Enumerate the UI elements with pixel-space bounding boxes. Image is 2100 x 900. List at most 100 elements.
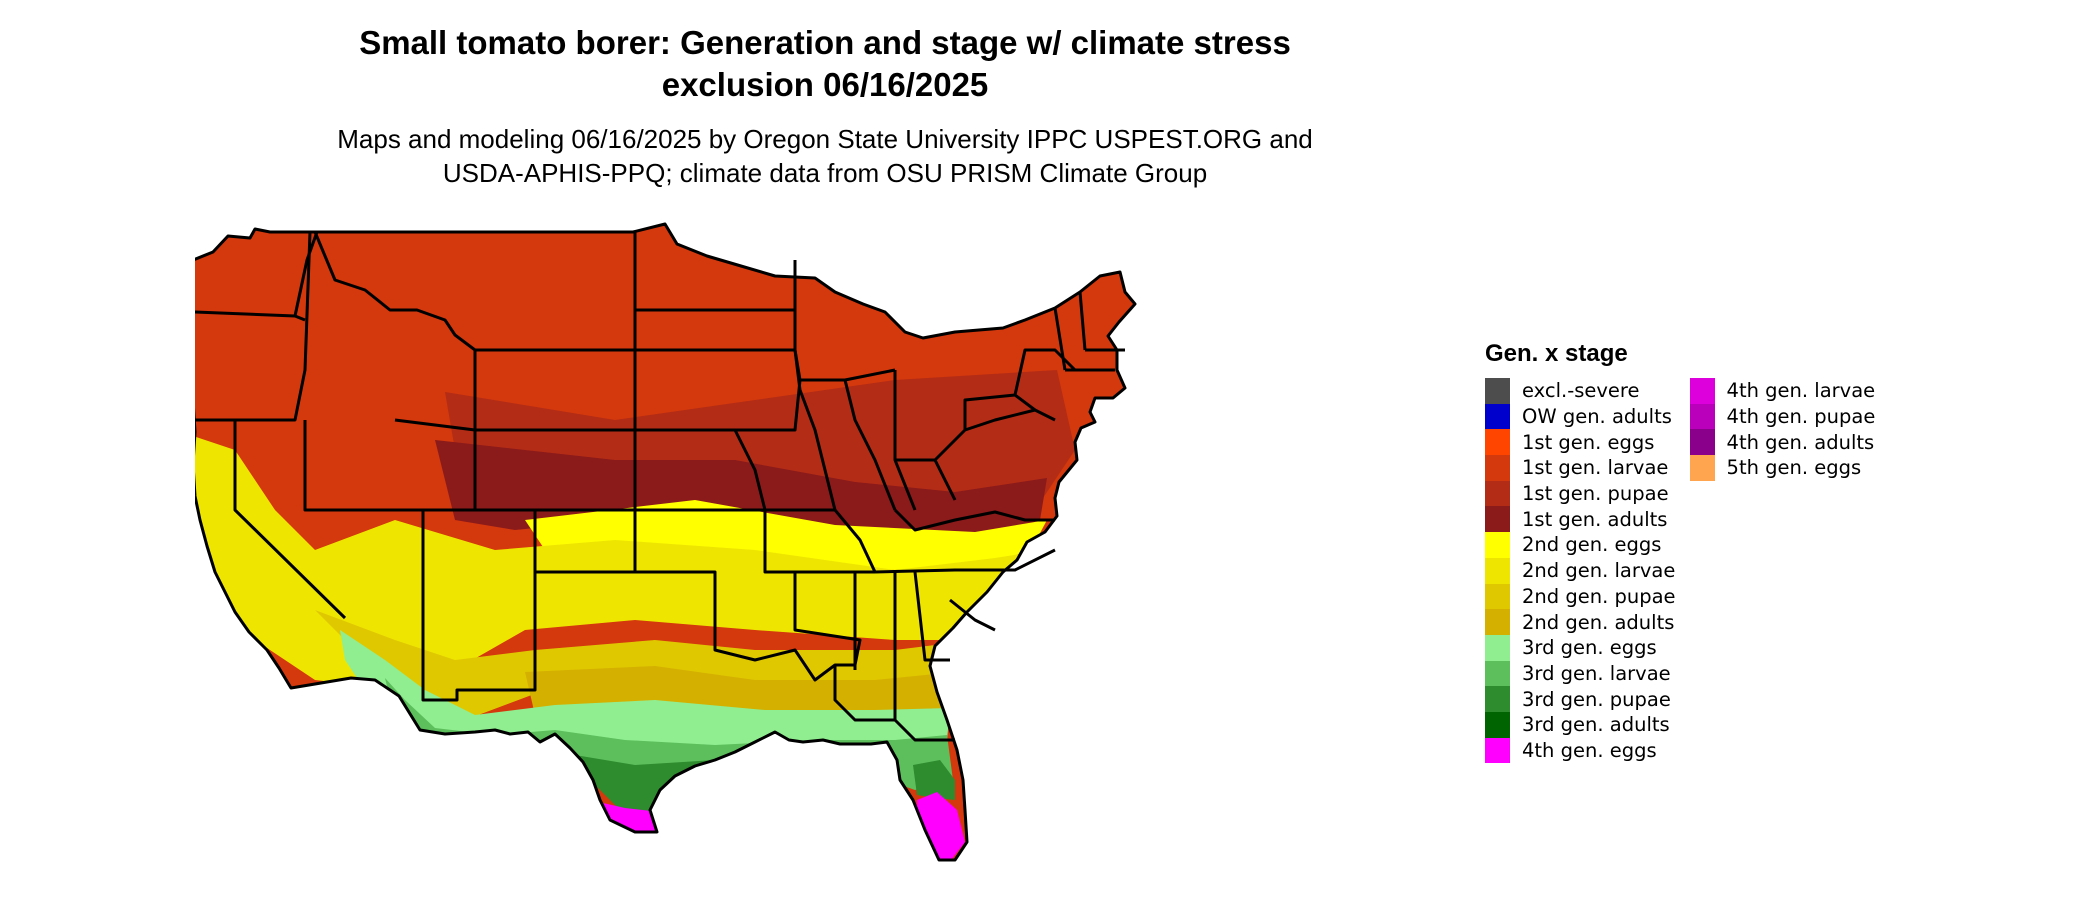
state-border [313, 231, 477, 430]
legend-swatch [1485, 532, 1510, 558]
state-border [195, 231, 312, 422]
legend-title: Gen. x stage [1485, 340, 1628, 367]
legend-swatch [1485, 378, 1510, 404]
legend-swatch [1485, 429, 1510, 456]
legend-item: 4th gen. larvae [1689, 378, 1876, 404]
legend-swatch [1689, 378, 1715, 404]
us-outline [195, 222, 1137, 862]
state-border [421, 510, 537, 702]
legend-swatch [1485, 686, 1510, 712]
state-border [963, 393, 1036, 430]
legend-item: 5th gen. eggs [1689, 455, 1876, 481]
legend-swatch [1689, 429, 1715, 456]
legend-label: 4th gen. larvae [1726, 379, 1876, 403]
state-border [933, 408, 1056, 462]
legend-label: OW gen. adults [1522, 405, 1672, 429]
legend-label: 1st gen. eggs [1522, 430, 1655, 454]
legend-swatch [1485, 609, 1510, 635]
state-border [843, 379, 897, 511]
legend-label: 3rd gen. adults [1522, 713, 1670, 737]
legend-item: 1st gen. eggs [1485, 429, 1676, 456]
state-border [833, 665, 955, 742]
state-border [303, 420, 425, 670]
state-border [394, 418, 477, 512]
legend-item: 1st gen. pupae [1485, 480, 1676, 507]
state-border [874, 548, 1056, 574]
first-gen-pupae-band [445, 370, 1075, 520]
legend-item: 2nd gen. eggs [1485, 532, 1676, 558]
state-border [1078, 291, 1087, 351]
map-title-line-1: Small tomato borer: Generation and stage… [359, 24, 1291, 61]
third-gen-eggs-band [340, 630, 950, 750]
legend-swatch [1689, 403, 1715, 430]
legend-label: 4th gen. eggs [1522, 738, 1657, 762]
us-map [195, 220, 1455, 900]
legend-label: 3rd gen. eggs [1522, 636, 1657, 660]
legend-label: 3rd gen. pupae [1522, 687, 1671, 711]
state-border [765, 508, 877, 573]
map-subtitle-line-1: Maps and modeling 06/16/2025 by Oregon S… [337, 124, 1313, 154]
legend-label: 2nd gen. larvae [1522, 559, 1676, 583]
legend-swatch [1485, 455, 1510, 481]
state-border [949, 598, 996, 632]
legend-item: excl.-severe [1485, 378, 1676, 404]
legend-label: 4th gen. adults [1726, 430, 1875, 454]
legend-item: 4th gen. adults [1689, 429, 1876, 456]
second-gen-pupae-band [255, 550, 975, 720]
legend-item: 3rd gen. larvae [1485, 660, 1676, 687]
state-border [233, 420, 347, 620]
legend-column-2: 4th gen. larvae 4th gen. pupae 4th gen. ad… [1689, 378, 1876, 763]
legend-item: OW gen. adults [1485, 403, 1676, 430]
second-gen-larvae-band [195, 430, 1045, 690]
legend-label: excl.-severe [1522, 379, 1640, 403]
legend-label: 2nd gen. adults [1522, 610, 1675, 634]
legend-label: 4th gen. pupae [1726, 405, 1876, 429]
legend-label: 1st gen. pupae [1522, 482, 1669, 506]
legend-item: 2nd gen. larvae [1485, 557, 1676, 584]
state-border [893, 508, 1055, 532]
legend-item: 3rd gen. eggs [1485, 634, 1676, 661]
legend-item: 1st gen. larvae [1485, 455, 1676, 481]
state-border [913, 571, 950, 662]
third-gen-pupae-florida [913, 760, 955, 800]
legend-swatch [1485, 711, 1510, 738]
fourth-gen-eggs-south-texas [590, 800, 665, 840]
state-border [293, 231, 319, 317]
legend-item: 4th gen. pupae [1689, 403, 1876, 430]
legend-swatch [1485, 480, 1510, 507]
us-map-svg [195, 222, 1137, 862]
legend-swatch [1485, 737, 1510, 764]
legend-columns: excl.-severe OW gen. adults 1st gen. eggs 1… [1485, 378, 1876, 764]
legend-item: 2nd gen. pupae [1485, 583, 1676, 610]
map-subtitle-line-2: USDA-APHIS-PPQ; climate data from OSU PR… [442, 158, 1208, 188]
legend-swatch [1485, 583, 1510, 610]
legend-item: 4th gen. eggs [1485, 737, 1676, 764]
legend-item: 1st gen. adults [1485, 506, 1676, 533]
legend-swatch [1485, 403, 1510, 430]
legend-column-1: excl.-severe OW gen. adults 1st gen. eggs 1… [1485, 378, 1676, 764]
map-subtitle: Maps and modeling 06/16/2025 by Oregon S… [240, 122, 1410, 190]
legend-label: 1st gen. adults [1522, 507, 1668, 531]
legend-item: 3rd gen. adults [1485, 711, 1676, 738]
second-gen-eggs-band [525, 500, 1047, 570]
legend-swatch [1485, 634, 1510, 661]
legend-swatch [1485, 557, 1510, 584]
state-border [635, 428, 767, 512]
legend-label: 2nd gen. eggs [1522, 533, 1662, 557]
third-gen-pupae-band [575, 755, 755, 820]
legend-swatch [1485, 506, 1510, 533]
legend-swatch [1689, 455, 1715, 481]
map-title-line-2: exclusion 06/16/2025 [661, 66, 989, 103]
state-border [793, 349, 837, 511]
legend: Gen. x stage excl.-severe OW gen. adults 1… [1485, 340, 1876, 764]
legend-item: 2nd gen. adults [1485, 609, 1676, 635]
state-border [1013, 348, 1077, 396]
map-title: Small tomato borer: Generation and stage… [240, 22, 1410, 106]
legend-label: 2nd gen. pupae [1522, 584, 1676, 608]
legend-item: 3rd gen. pupae [1485, 686, 1676, 712]
legend-label: 3rd gen. larvae [1522, 661, 1671, 685]
state-border [1053, 307, 1067, 371]
legend-label: 1st gen. larvae [1522, 456, 1669, 480]
legend-label: 5th gen. eggs [1726, 456, 1862, 480]
legend-swatch [1485, 660, 1510, 687]
